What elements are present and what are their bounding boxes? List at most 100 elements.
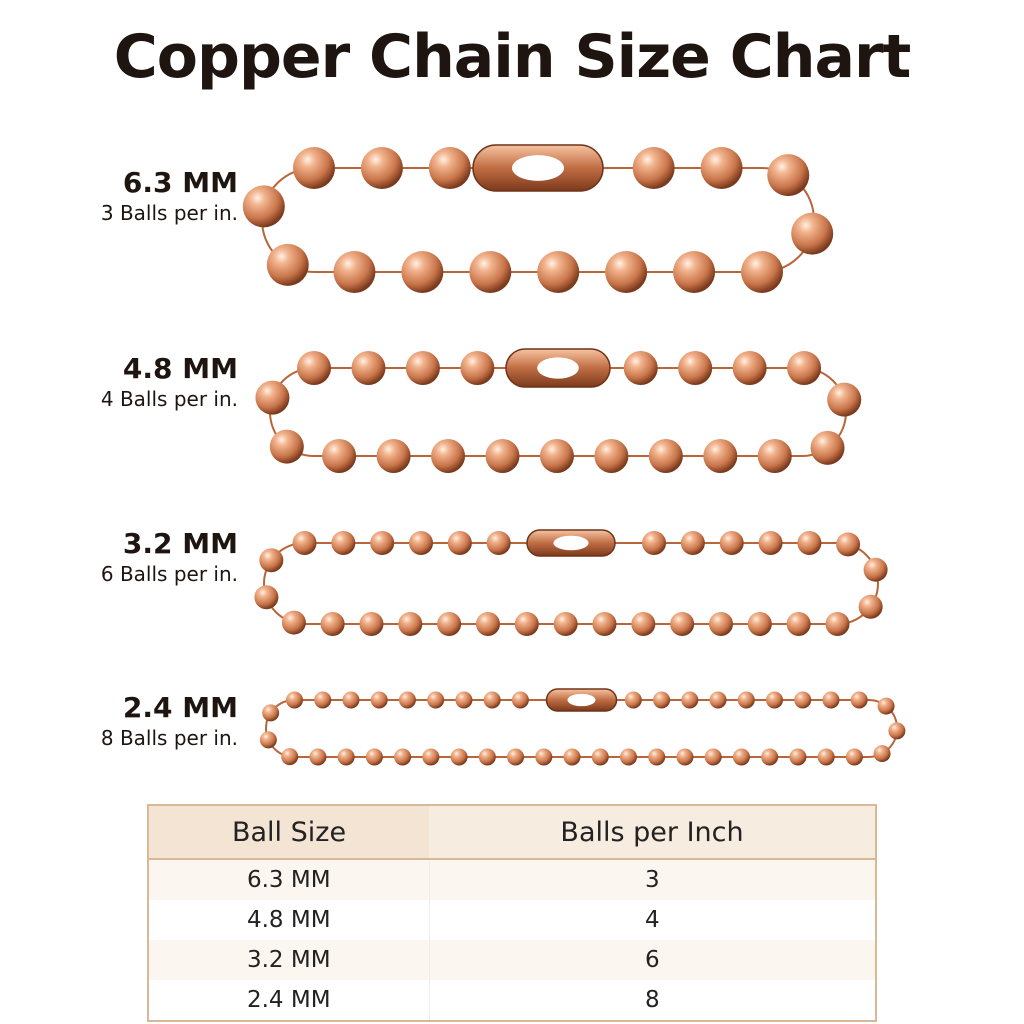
size-table: Ball Size Balls per Inch 6.3 MM 3 4.8 MM 4 …	[147, 804, 877, 1022]
header: Ball Size	[148, 805, 430, 860]
chain-ball	[648, 748, 666, 766]
chain-ball	[794, 691, 812, 709]
chain-ball	[483, 691, 501, 709]
chain-ball	[286, 691, 303, 709]
chain-ball	[437, 612, 462, 636]
chain-ball	[594, 439, 629, 473]
chain-ball	[653, 691, 671, 709]
chain-ball	[333, 251, 376, 293]
chain-ball	[376, 439, 411, 473]
chain-ball	[254, 585, 279, 610]
chain-ball	[605, 251, 648, 293]
chain-ball	[758, 531, 783, 555]
chain-ball	[877, 697, 895, 715]
chain-ball	[623, 351, 658, 385]
clasp-hole	[512, 155, 564, 181]
chain-ball	[791, 212, 834, 255]
chain-ball	[281, 748, 299, 766]
row: 6.3 MM 3	[147, 859, 876, 900]
chain-ball	[888, 722, 906, 740]
chain-ball	[342, 691, 360, 709]
chain-ball	[836, 532, 861, 557]
chain-ball	[642, 531, 667, 555]
chain-ball	[259, 731, 277, 749]
chain-ball	[797, 531, 822, 555]
chain-illustrations	[242, 144, 906, 766]
chain-ball	[741, 251, 783, 293]
cell: 6.3 MM	[147, 859, 430, 900]
chain-size: 2.4 MM	[122, 691, 238, 724]
chain-ball	[398, 612, 423, 636]
cell: 4.8 MM	[147, 900, 430, 940]
cell: 8	[428, 980, 876, 1021]
chain-ball	[259, 548, 284, 573]
chain-ball	[370, 691, 388, 709]
chain-ball	[486, 531, 511, 555]
chain-ball	[431, 439, 466, 473]
chain-ball	[563, 748, 581, 766]
chain-label: 6.3 MM 3 Balls per in.	[0, 166, 238, 225]
chain-ball	[676, 748, 694, 766]
title: Copper Chain Size Chart	[113, 22, 912, 92]
chain-ball	[262, 704, 280, 722]
chain-label: 4.8 MM 4 Balls per in.	[0, 352, 238, 411]
chain-ball	[359, 612, 384, 636]
chain-ball	[398, 691, 416, 709]
chain-ball	[394, 748, 412, 766]
chain-ball	[331, 531, 356, 555]
chain-ball	[322, 439, 357, 473]
chain-ball	[337, 748, 355, 766]
row: 4.8 MM 4	[147, 900, 876, 940]
chain-ball	[845, 748, 863, 766]
chain-ball	[405, 351, 440, 385]
chain-ball	[787, 351, 822, 386]
chain-ball	[351, 351, 386, 385]
chain-ball	[309, 748, 327, 766]
clasp-hole	[567, 693, 596, 707]
chain-ball	[591, 748, 609, 766]
chain-size: 3.2 MM	[122, 527, 238, 560]
chain-ball	[757, 439, 792, 473]
chain-ball	[703, 439, 738, 473]
chain-ball	[320, 612, 345, 636]
chain-ball	[747, 612, 772, 636]
chain-ball	[511, 691, 529, 709]
row: 2.4 MM 8	[147, 980, 876, 1021]
header: Balls per Inch	[429, 805, 876, 860]
chain-ball	[678, 351, 713, 385]
chain-ball	[553, 612, 578, 636]
chain-ball	[700, 147, 743, 189]
chain-note: 6 Balls per in.	[100, 562, 238, 586]
cell: 3.2 MM	[147, 940, 430, 980]
chain-ball	[314, 691, 332, 709]
chain-note: 3 Balls per in.	[100, 201, 238, 225]
chain-ball	[631, 612, 656, 636]
chain-ball	[450, 748, 468, 766]
chain-ball	[281, 610, 306, 635]
chain-ball	[704, 748, 722, 766]
chain-ball	[475, 612, 500, 636]
chain-ball	[732, 748, 750, 766]
chain-ball	[850, 691, 868, 709]
clasp-hole	[553, 535, 589, 551]
chain-ball	[680, 531, 705, 555]
chain-ball	[873, 745, 891, 763]
chain-ball	[401, 251, 444, 293]
chain-ball	[507, 748, 525, 766]
chain-ball	[242, 185, 285, 228]
chain-ball	[266, 243, 309, 286]
chain-ball	[297, 351, 331, 385]
chain-ball	[817, 748, 835, 766]
header-row: Ball Size Balls per Inch	[148, 805, 876, 860]
chain-ball	[670, 612, 695, 636]
chain-label: 3.2 MM 6 Balls per in.	[0, 527, 238, 586]
chain-ball	[822, 691, 840, 709]
chain-ball	[863, 557, 888, 582]
chain-ball	[537, 251, 580, 293]
chain-ball	[786, 612, 811, 636]
chain-ball	[708, 612, 733, 636]
chain-ball	[427, 691, 445, 709]
chain-ball	[485, 439, 520, 473]
chain-ball	[673, 251, 716, 293]
